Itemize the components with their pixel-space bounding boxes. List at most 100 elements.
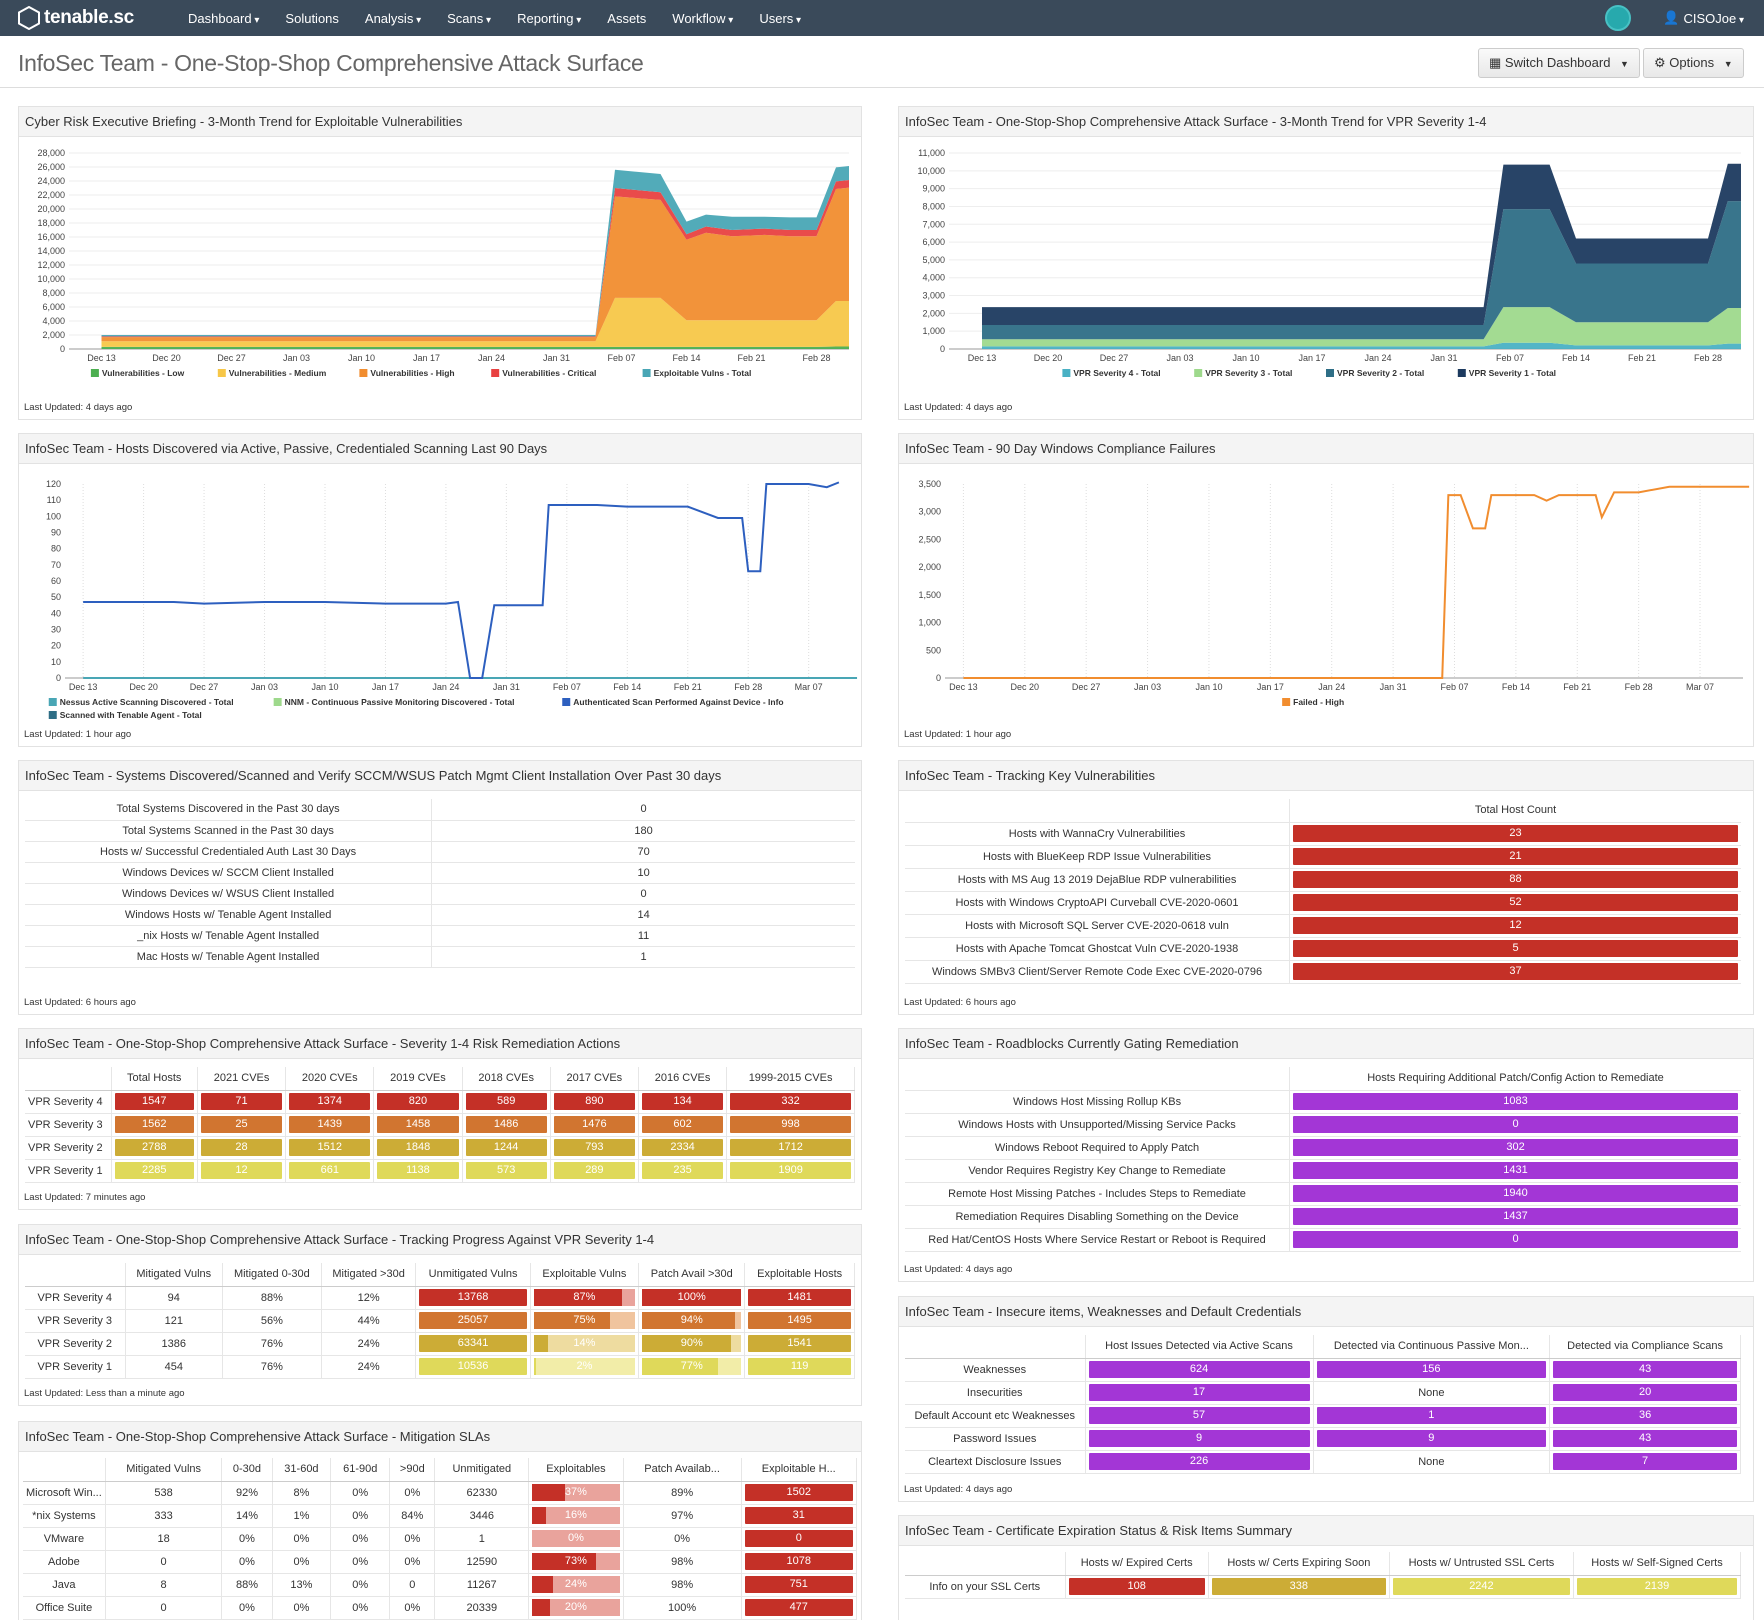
column-header[interactable]: Exploitables (528, 1458, 624, 1482)
value-bar[interactable]: 2334 (641, 1139, 724, 1156)
value-bar[interactable]: 793 (553, 1139, 635, 1156)
column-header[interactable]: Hosts w/ Untrusted SSL Certs (1389, 1552, 1575, 1576)
value-bar[interactable]: 1431 (1293, 1162, 1738, 1179)
value-bar[interactable]: 2139 (1577, 1578, 1737, 1595)
value-bar[interactable]: 0 (1293, 1231, 1738, 1248)
value-bar[interactable]: 661 (289, 1162, 371, 1179)
value-bar[interactable]: 2285 (114, 1162, 194, 1179)
progress-bar[interactable]: 77% (642, 1358, 742, 1375)
value-bar[interactable]: 52 (1293, 894, 1738, 911)
progress-bar[interactable]: 87% (533, 1289, 636, 1306)
nav-analysis[interactable]: Analysis (365, 11, 421, 26)
column-header[interactable]: Total Hosts (111, 1067, 198, 1091)
value-bar[interactable]: 1437 (1293, 1208, 1738, 1225)
progress-bar[interactable]: 14% (533, 1335, 636, 1352)
column-header[interactable]: Patch Avail >30d (638, 1263, 746, 1287)
value-bar[interactable]: 2242 (1392, 1578, 1571, 1595)
value-bar[interactable]: 302 (1293, 1139, 1738, 1156)
nav-scans[interactable]: Scans (447, 11, 491, 26)
value-bar[interactable]: 890 (553, 1093, 635, 1110)
options-button[interactable]: ⚙ Options ▼ (1643, 48, 1744, 78)
column-header[interactable]: Patch Availab... (623, 1458, 742, 1482)
progress-bar[interactable]: 20% (532, 1599, 620, 1616)
value-bar[interactable]: 0 (744, 1530, 853, 1547)
progress-bar[interactable]: 2% (533, 1358, 636, 1375)
progress-bar[interactable]: 94% (642, 1312, 742, 1329)
column-header[interactable]: 2019 CVEs (373, 1067, 463, 1091)
value-bar[interactable]: 1940 (1293, 1185, 1738, 1202)
value-bar[interactable]: 12 (1293, 917, 1738, 934)
value-bar[interactable]: 477 (744, 1599, 853, 1616)
value-bar[interactable]: 9 (1088, 1430, 1310, 1447)
value-bar[interactable]: 1476 (553, 1116, 635, 1133)
nav-solutions[interactable]: Solutions (285, 10, 339, 26)
value-bar[interactable]: 1244 (465, 1139, 547, 1156)
value-bar[interactable]: 13768 (419, 1289, 527, 1306)
value-bar[interactable]: 1078 (744, 1553, 853, 1570)
column-header[interactable]: Mitigated >30d (321, 1263, 417, 1287)
value-bar[interactable]: 134 (641, 1093, 724, 1110)
value-bar[interactable]: 998 (730, 1116, 851, 1133)
column-header[interactable]: Mitigated Vulns (105, 1458, 223, 1482)
value-bar[interactable]: 119 (748, 1358, 851, 1375)
value-bar[interactable]: 1495 (748, 1312, 851, 1329)
value-bar[interactable]: 1458 (377, 1116, 459, 1133)
value-bar[interactable]: 5 (1293, 940, 1738, 957)
column-header[interactable]: 2018 CVEs (462, 1067, 551, 1091)
progress-bar[interactable]: 90% (642, 1335, 742, 1352)
value-bar[interactable]: 10536 (419, 1358, 527, 1375)
nav-users[interactable]: Users (759, 11, 801, 26)
progress-bar[interactable]: 16% (532, 1507, 620, 1524)
column-header[interactable]: Mitigated 0-30d (222, 1263, 322, 1287)
value-bar[interactable]: 624 (1088, 1361, 1310, 1378)
column-header[interactable]: Host Issues Detected via Active Scans (1085, 1335, 1314, 1359)
value-bar[interactable]: 88 (1293, 871, 1738, 888)
progress-bar[interactable]: 24% (532, 1576, 620, 1593)
column-header[interactable]: 2016 CVEs (638, 1067, 728, 1091)
value-bar[interactable]: 63341 (419, 1335, 527, 1352)
column-header[interactable]: Exploitable Vulns (530, 1263, 640, 1287)
value-bar[interactable]: 20 (1553, 1384, 1737, 1401)
value-bar[interactable]: 1138 (377, 1162, 459, 1179)
column-header[interactable]: Hosts w/ Self-Signed Certs (1573, 1552, 1741, 1576)
value-bar[interactable]: 71 (200, 1093, 283, 1110)
progress-bar[interactable]: 100% (642, 1289, 742, 1306)
value-bar[interactable]: 1909 (730, 1162, 851, 1179)
value-bar[interactable]: 235 (641, 1162, 724, 1179)
value-bar[interactable]: 1512 (289, 1139, 371, 1156)
column-header[interactable]: Detected via Continuous Passive Mon... (1313, 1335, 1551, 1359)
progress-bar[interactable]: 37% (532, 1484, 620, 1501)
value-bar[interactable]: 589 (465, 1093, 547, 1110)
value-bar[interactable]: 1848 (377, 1139, 459, 1156)
value-bar[interactable]: 37 (1293, 963, 1738, 980)
column-header[interactable]: 1999-2015 CVEs (726, 1067, 855, 1091)
value-bar[interactable]: 31 (744, 1507, 853, 1524)
value-bar[interactable]: 9 (1316, 1430, 1547, 1447)
column-header[interactable]: 31-60d (272, 1458, 332, 1482)
value-bar[interactable]: 25 (200, 1116, 283, 1133)
value-bar[interactable]: 2788 (114, 1139, 194, 1156)
user-menu[interactable]: CISOJoe (1683, 11, 1744, 26)
value-bar[interactable]: 21 (1293, 848, 1738, 865)
column-header[interactable]: Unmitigated Vulns (415, 1263, 531, 1287)
value-bar[interactable]: 7 (1553, 1453, 1737, 1470)
notification-icon[interactable] (1605, 5, 1632, 31)
value-bar[interactable]: 36 (1553, 1407, 1737, 1424)
column-header[interactable]: Unmitigated (434, 1458, 530, 1482)
value-bar[interactable]: 1439 (289, 1116, 371, 1133)
column-header[interactable]: 61-90d (330, 1458, 391, 1482)
value-bar[interactable]: 1486 (465, 1116, 547, 1133)
value-bar[interactable]: 1083 (1293, 1093, 1738, 1110)
column-header[interactable]: Exploitable H... (741, 1458, 857, 1482)
value-bar[interactable]: 751 (744, 1576, 853, 1593)
value-bar[interactable]: 0 (1293, 1116, 1738, 1133)
value-bar[interactable]: 1541 (748, 1335, 851, 1352)
column-header[interactable]: Hosts w/ Expired Certs (1065, 1552, 1209, 1576)
value-bar[interactable]: 23 (1293, 825, 1738, 842)
value-bar[interactable]: 602 (641, 1116, 724, 1133)
value-bar[interactable]: 338 (1211, 1578, 1386, 1595)
value-bar[interactable]: 17 (1088, 1384, 1310, 1401)
value-bar[interactable]: 289 (553, 1162, 635, 1179)
value-bar[interactable]: 332 (730, 1093, 851, 1110)
value-bar[interactable]: 156 (1316, 1361, 1547, 1378)
